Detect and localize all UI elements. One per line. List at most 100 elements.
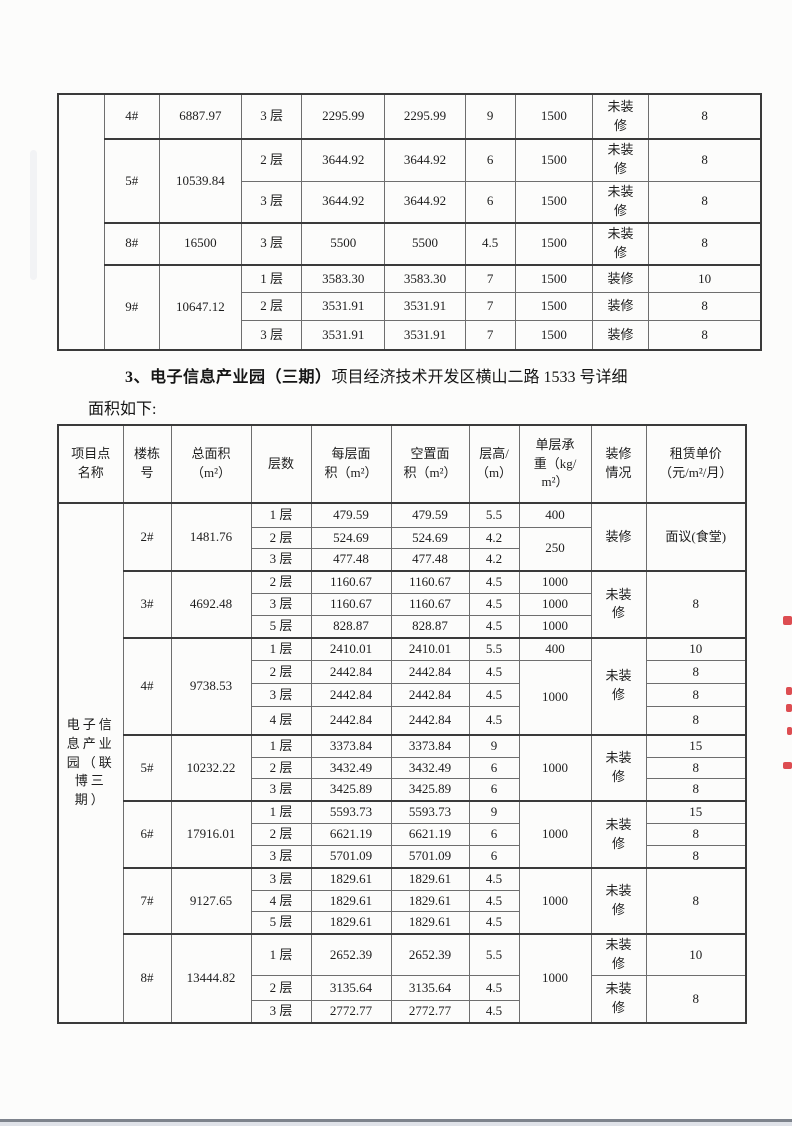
table-cell: 1160.67 bbox=[310, 593, 392, 616]
table-cell: 电子信 息产业 园（联 博三 期） bbox=[57, 502, 124, 1024]
table-cell: 9# bbox=[103, 263, 160, 351]
scan-edge-shadow bbox=[0, 1119, 792, 1122]
table-cell: 3432.49 bbox=[390, 756, 470, 780]
table-cell: 8 bbox=[648, 180, 762, 224]
table-cell: 479.59 bbox=[390, 502, 470, 528]
table-cell: 1500 bbox=[514, 138, 593, 182]
table-cell: 3531.91 bbox=[384, 292, 466, 322]
table-cell: 2 层 bbox=[250, 756, 312, 780]
table-header-cell: 项目点 名称 bbox=[57, 424, 124, 504]
table-cell: 3583.30 bbox=[384, 263, 466, 294]
table-cell: 9 bbox=[468, 733, 520, 758]
table-cell: 4.5 bbox=[468, 889, 520, 913]
table-cell: 2652.39 bbox=[390, 933, 470, 977]
table-cell: 1500 bbox=[514, 222, 593, 266]
table-cell: 5593.73 bbox=[390, 800, 470, 825]
section-heading: 3、电子信息产业园（三期）项目经济技术开发区横山二路 1533 号详细 面积如下… bbox=[88, 362, 736, 426]
table-cell: 3583.30 bbox=[301, 263, 386, 294]
table-cell: 1000 bbox=[518, 660, 592, 736]
table-cell: 2# bbox=[122, 501, 172, 572]
table-cell: 9127.65 bbox=[170, 866, 252, 935]
table-cell: 3135.64 bbox=[390, 975, 470, 1001]
table-cell: 3 层 bbox=[250, 778, 312, 802]
table-cell: 1000 bbox=[518, 866, 592, 935]
table-cell: 装修 bbox=[591, 320, 650, 351]
table-cell: 1500 bbox=[514, 180, 593, 224]
table-cell: 2652.39 bbox=[310, 933, 392, 977]
table-cell: 1160.67 bbox=[310, 570, 392, 595]
table-cell: 3 层 bbox=[250, 593, 312, 616]
table-cell: 5.5 bbox=[468, 502, 520, 528]
table-cell: 3 层 bbox=[250, 844, 312, 869]
table-cell: 10 bbox=[648, 263, 762, 294]
scan-smudge bbox=[30, 150, 37, 280]
table-cell: 3531.91 bbox=[301, 320, 386, 351]
table-cell: 3 层 bbox=[240, 180, 303, 224]
table-header-cell: 装修 情况 bbox=[590, 424, 647, 504]
table-cell: 3425.89 bbox=[390, 778, 470, 802]
table-cell: 1829.61 bbox=[390, 911, 470, 935]
table-cell: 524.69 bbox=[390, 526, 470, 550]
table-cell: 6 bbox=[464, 180, 516, 224]
table-cell: 2 层 bbox=[240, 138, 303, 182]
table-cell: 8 bbox=[645, 706, 747, 736]
table-header-cell: 租赁单价 （元/m²/月） bbox=[645, 424, 747, 504]
red-ink-mark bbox=[786, 704, 792, 712]
table-cell: 6 bbox=[468, 844, 520, 869]
table-cell: 2 层 bbox=[250, 570, 312, 595]
table-header-cell: 每层面 积（m²） bbox=[310, 424, 392, 504]
table-cell: 2772.77 bbox=[390, 999, 470, 1024]
table-cell: 3531.91 bbox=[301, 292, 386, 322]
table-cell: 4.2 bbox=[468, 548, 520, 572]
table-cell: 2410.01 bbox=[390, 636, 470, 662]
area-table-continued: 4# 6887.97 3 层 2295.99 2295.99 9 1500 未装 修 8 5# 10… bbox=[57, 93, 762, 351]
table-cell: 8 bbox=[645, 660, 747, 685]
table-cell: 1000 bbox=[518, 933, 592, 1024]
table-cell: 5 层 bbox=[250, 911, 312, 935]
table-cell: 4.5 bbox=[468, 614, 520, 639]
table-cell: 4.5 bbox=[464, 222, 516, 266]
table-cell: 4# bbox=[103, 93, 160, 140]
heading-line2: 面积如下: bbox=[88, 401, 157, 418]
table-cell: 1 层 bbox=[250, 502, 312, 528]
table-cell: 8 bbox=[648, 222, 762, 266]
table-cell: 1160.67 bbox=[390, 570, 470, 595]
table-cell: 1500 bbox=[514, 93, 593, 140]
table-cell: 6621.19 bbox=[390, 823, 470, 846]
table-cell: 3644.92 bbox=[301, 180, 386, 224]
table-cell: 10 bbox=[645, 933, 747, 977]
table-cell: 装修 bbox=[590, 501, 647, 572]
table-cell: 1829.61 bbox=[390, 866, 470, 891]
red-ink-mark bbox=[783, 616, 792, 625]
heading-bold-text: 3、电子信息产业园（三期） bbox=[125, 369, 332, 386]
table-cell: 1829.61 bbox=[310, 889, 392, 913]
table-cell: 未装 修 bbox=[590, 800, 647, 869]
red-ink-mark bbox=[787, 727, 792, 735]
table-cell: 2 层 bbox=[250, 975, 312, 1001]
heading-line1: 3、电子信息产业园（三期）项目经济技术开发区横山二路 1533 号详细 bbox=[88, 362, 736, 394]
table-cell: 3 层 bbox=[250, 548, 312, 572]
table-cell: 面议(食堂) bbox=[645, 501, 747, 572]
table-cell: 13444.82 bbox=[170, 933, 252, 1024]
table-cell: 3373.84 bbox=[310, 733, 392, 758]
table-cell: 5500 bbox=[301, 222, 386, 266]
table-cell: 9738.53 bbox=[170, 636, 252, 736]
table-cell: 4.5 bbox=[468, 975, 520, 1001]
table-cell: 3 层 bbox=[250, 683, 312, 708]
table-cell: 3432.49 bbox=[310, 756, 392, 780]
table-cell: 7 bbox=[464, 292, 516, 322]
table-cell: 4# bbox=[122, 636, 172, 736]
scan-edge-pale bbox=[0, 1122, 792, 1126]
heading-regular-text: 项目经济技术开发区横山二路 1533 号详细 bbox=[331, 369, 628, 386]
table-cell: 477.48 bbox=[390, 548, 470, 572]
table-cell: 2410.01 bbox=[310, 636, 392, 662]
table-cell: 5 层 bbox=[250, 614, 312, 639]
table-cell: 2442.84 bbox=[390, 683, 470, 708]
table-cell: 4.5 bbox=[468, 660, 520, 685]
table-cell: 2295.99 bbox=[301, 93, 386, 140]
table-cell: 1829.61 bbox=[310, 911, 392, 935]
table-cell: 6 bbox=[468, 823, 520, 846]
table-cell: 9 bbox=[464, 93, 516, 140]
table-cell: 3 层 bbox=[240, 222, 303, 266]
